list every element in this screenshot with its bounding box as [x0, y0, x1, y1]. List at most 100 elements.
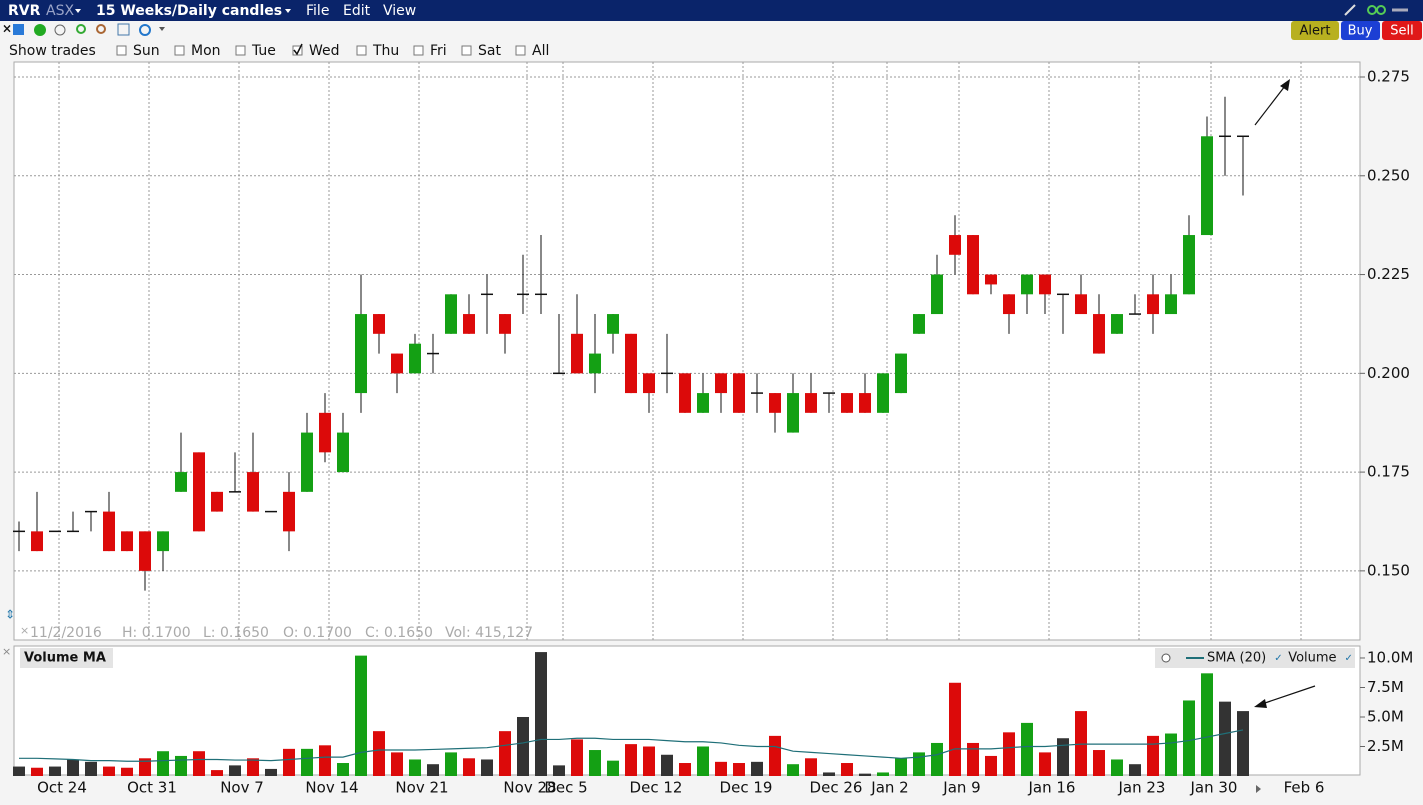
legend-label[interactable]: SMA (20): [1207, 651, 1266, 666]
candle-body: [499, 314, 511, 334]
checkbox[interactable]: [413, 45, 424, 56]
checkbox[interactable]: [515, 45, 526, 56]
candle-body: [409, 343, 421, 374]
close-icon[interactable]: ×: [2, 645, 11, 658]
checkbox[interactable]: [235, 45, 246, 56]
tool-icon[interactable]: [159, 27, 165, 31]
close-icon[interactable]: ×: [2, 22, 12, 36]
candle-body: [571, 333, 583, 374]
checkbox[interactable]: [292, 45, 303, 56]
checkbox[interactable]: [461, 45, 472, 56]
candle-body: [1021, 274, 1033, 295]
volume-bar: [211, 770, 223, 776]
tool-icon[interactable]: [117, 23, 130, 36]
volume-bar: [553, 765, 565, 776]
volume-bar: [535, 652, 547, 776]
volume-bar: [805, 758, 817, 776]
status-close: C: 0.1650: [365, 625, 433, 641]
candle-body: [787, 393, 799, 433]
menu-item[interactable]: Edit: [343, 3, 371, 19]
x-tick-label: Jan 23: [1118, 779, 1166, 797]
status-open: O: 0.1700: [283, 625, 352, 641]
candle-body: [733, 373, 745, 413]
tool-icon[interactable]: [96, 24, 106, 34]
tool-icon[interactable]: [34, 24, 46, 36]
candle-body: [445, 294, 457, 334]
show-trades-label: Show trades: [9, 43, 96, 59]
candle-body: [841, 393, 853, 413]
x-tick-label: Oct 31: [127, 779, 177, 797]
sma-line: [19, 729, 1244, 762]
volume-bar: [445, 752, 457, 776]
volume-bar: [589, 750, 601, 776]
filter-label[interactable]: Thu: [372, 43, 399, 59]
legend-icon[interactable]: [1161, 653, 1171, 663]
dropdown-arrow[interactable]: [75, 9, 81, 13]
scroll-icon[interactable]: ⇕: [5, 608, 15, 622]
volume-bar: [481, 759, 493, 776]
volume-bar: [67, 759, 79, 776]
buy-button[interactable]: [1341, 21, 1380, 40]
menu-item[interactable]: File: [306, 3, 329, 19]
order-buttons[interactable]: Alert Buy Sell: [1291, 21, 1422, 40]
volume-bar: [499, 731, 511, 776]
checkmark[interactable]: [293, 43, 303, 56]
checkbox[interactable]: [116, 45, 127, 56]
legend-label[interactable]: Volume: [1288, 651, 1336, 666]
filter-label[interactable]: Sun: [133, 43, 160, 59]
x-tick-label: Oct 24: [37, 779, 87, 797]
candle-body: [175, 472, 187, 492]
volume-bar: [1165, 733, 1177, 776]
candle-body: [247, 472, 259, 512]
candle-body: [103, 511, 115, 552]
filter-label[interactable]: Tue: [251, 43, 276, 59]
dropdown-arrow[interactable]: [285, 9, 291, 13]
filter-label[interactable]: Wed: [309, 43, 340, 59]
alert-label[interactable]: Alert: [1300, 24, 1331, 39]
exchange[interactable]: ASX: [46, 3, 74, 19]
checkbox[interactable]: [174, 45, 185, 56]
candle-body: [679, 373, 691, 413]
volume-bar: [247, 758, 259, 776]
volume-bar: [769, 735, 781, 776]
price-chart: 0.150 0.175 0.200 0.225 0.250 0.275: [13, 62, 1410, 640]
alert-button[interactable]: [1291, 21, 1339, 40]
volume-panel: [13, 645, 1361, 776]
candle-body: [193, 452, 205, 532]
legend-check[interactable]: ✓: [1345, 653, 1353, 664]
arrowhead: [1254, 699, 1267, 708]
candle-body: [139, 531, 151, 571]
annotation-arrow: [1261, 685, 1316, 705]
tool-icon[interactable]: [54, 24, 66, 36]
sell-button[interactable]: [1382, 21, 1422, 40]
buy-label[interactable]: Buy: [1348, 24, 1373, 39]
annotation-arrow: [1254, 85, 1286, 126]
filter-label[interactable]: Sat: [478, 43, 501, 59]
filter-label[interactable]: Mon: [191, 43, 221, 59]
volume-bar: [931, 742, 943, 776]
filter-label[interactable]: Fri: [430, 43, 447, 59]
filter-label[interactable]: All: [532, 43, 549, 59]
checkbox[interactable]: [356, 45, 367, 56]
tool-icon[interactable]: [13, 24, 24, 35]
legend-check[interactable]: ✓: [1274, 653, 1282, 664]
tool-icon[interactable]: [139, 24, 151, 36]
x-tick-label: Jan 16: [1028, 779, 1076, 797]
candle-body: [769, 393, 781, 413]
symbol[interactable]: RVR: [8, 3, 41, 19]
volume-bar: [1111, 759, 1123, 776]
toolbar[interactable]: ×: [2, 22, 165, 37]
candle-body: [1003, 294, 1015, 315]
y-tick-label: 0.175: [1367, 463, 1410, 481]
candle-body: [859, 393, 871, 413]
tool-icon[interactable]: [76, 24, 86, 34]
candle-body: [715, 373, 727, 394]
status-line: 11/2/2016 H: 0.1700 L: 0.1650 O: 0.1700 …: [30, 625, 533, 641]
status-low: L: 0.1650: [203, 625, 269, 641]
candle-body: [985, 274, 997, 285]
sell-label[interactable]: Sell: [1390, 24, 1413, 39]
period[interactable]: 15 Weeks/Daily candles: [96, 3, 282, 19]
menu-item[interactable]: View: [383, 3, 416, 19]
close-icon[interactable]: ×: [20, 624, 29, 637]
scroll-arrow[interactable]: [1256, 785, 1261, 793]
